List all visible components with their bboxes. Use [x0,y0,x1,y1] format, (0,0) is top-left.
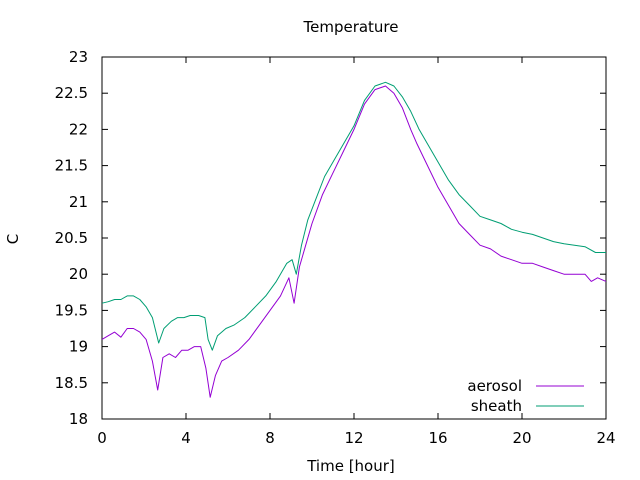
y-axis-label: C [4,234,22,244]
x-tick-label: 8 [265,429,275,447]
y-tick-label: 18.5 [55,374,88,392]
series-line-sheath [101,81,606,351]
y-tick-label: 21.5 [55,157,88,175]
y-tick-label: 23 [69,48,88,66]
plot-frame [101,56,607,420]
chart-title: Temperature [302,18,398,36]
series-line-aerosol [101,85,607,398]
x-tick-label: 0 [97,429,107,447]
y-tick-label: 20 [69,265,88,283]
legend-label-sheath: sheath [471,397,522,415]
x-tick-label: 20 [512,429,531,447]
y-tick-label: 22.5 [55,84,88,102]
legend-label-aerosol: aerosol [467,377,522,395]
series-layer [101,81,607,398]
y-tick-label: 20.5 [55,229,88,247]
y-axis: 18 18.5 19 19.5 20 20.5 21 21.5 22 22.5 23 [55,48,606,428]
x-axis-label: Time [hour] [306,457,395,475]
x-tick-label: 16 [428,429,447,447]
y-tick-label: 18 [69,410,88,428]
y-tick-label: 22 [69,120,88,138]
y-tick-label: 19.5 [55,301,88,319]
y-tick-label: 21 [69,193,88,211]
x-tick-label: 4 [181,429,191,447]
x-axis: 0 4 8 12 16 20 24 [97,57,616,447]
x-tick-label: 12 [344,429,363,447]
legend: aerosol sheath [467,377,584,415]
x-tick-label: 24 [596,429,615,447]
y-tick-label: 19 [69,338,88,356]
